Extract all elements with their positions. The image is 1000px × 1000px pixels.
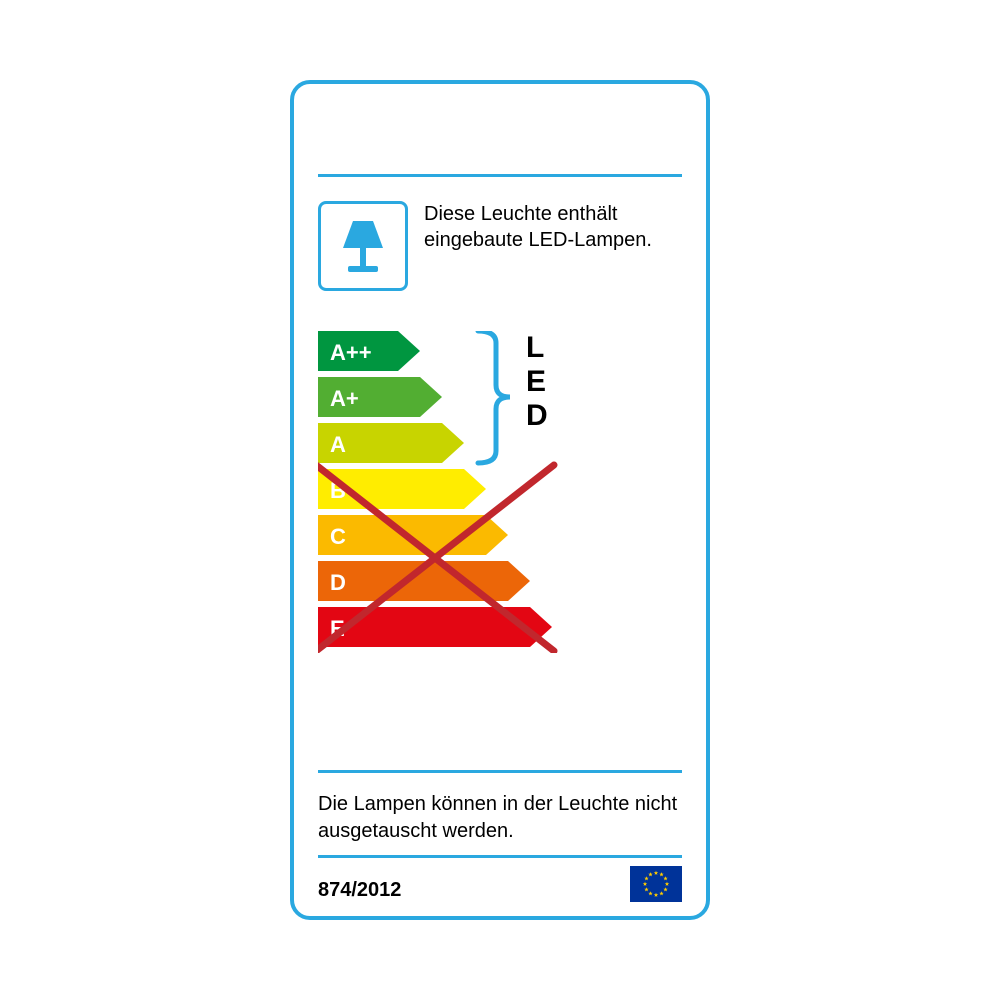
footer: 874/2012 [294,858,706,916]
lamp-row: Diese Leuchte enthält eingebaute LED-Lam… [294,177,706,301]
energy-bar-label: A+ [330,386,359,411]
bottom-note: Die Lampen können in der Leuchte nicht a… [294,773,706,855]
energy-bar-label: D [330,570,346,595]
led-bracket [478,331,510,463]
lamp-icon-box [318,201,408,291]
energy-bar-label: C [330,524,346,549]
led-letter: D [526,399,548,432]
lamp-description: Diese Leuchte enthält eingebaute LED-Lam… [424,201,682,253]
regulation-number: 874/2012 [318,879,401,902]
energy-chart: A++A+ABCDELED [294,301,706,770]
header-blank [294,84,706,174]
led-letter: E [526,365,546,398]
energy-bars-svg: A++A+ABCDELED [318,331,690,653]
lamp-icon [330,213,396,279]
energy-bar [318,607,552,647]
energy-bar-label: A++ [330,340,372,365]
energy-bar-label: A [330,432,346,457]
led-letter: L [526,331,544,364]
energy-label-card: Diese Leuchte enthält eingebaute LED-Lam… [290,80,710,920]
eu-flag-icon [630,866,682,902]
